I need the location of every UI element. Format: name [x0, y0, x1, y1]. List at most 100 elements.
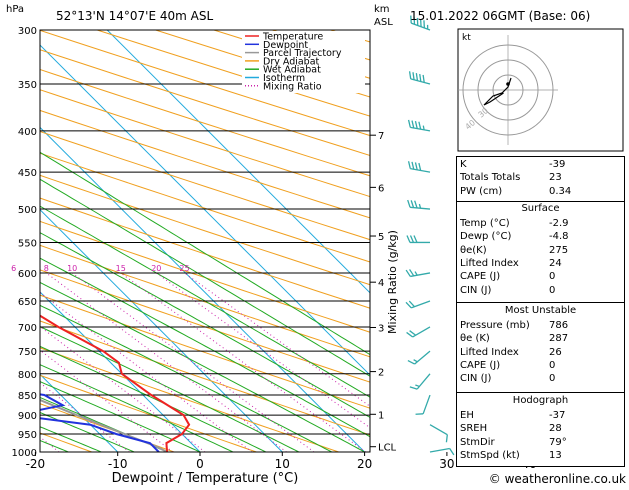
- km-tick-label: LCL: [378, 443, 397, 454]
- pressure-tick-label: 950: [18, 430, 37, 441]
- pressure-tick-label: 750: [18, 347, 37, 358]
- index-value: -37: [549, 410, 565, 421]
- wet-adiabat-line: [0, 30, 496, 452]
- pressure-tick-label: 550: [18, 238, 37, 249]
- x-axis-label: Dewpoint / Temperature (°C): [112, 471, 299, 486]
- index-row: StmSpd (kt) 13: [457, 450, 624, 463]
- wind-barb: [410, 71, 430, 84]
- index-key: StmSpd (kt): [460, 450, 520, 461]
- index-key: Temp (°C): [460, 218, 510, 229]
- pressure-tick-label: 400: [18, 127, 37, 138]
- x-tick-label: 20: [357, 457, 372, 471]
- dry-adiabat-line: [0, 30, 503, 452]
- index-row: EH -37: [457, 410, 624, 423]
- index-row: SREH 28: [457, 423, 624, 436]
- x-tick-label: -20: [26, 457, 46, 471]
- pressure-tick-label: 650: [18, 297, 37, 308]
- pressure-tick-label: 500: [18, 205, 37, 216]
- km-tick-label: 4: [378, 278, 384, 289]
- dry-adiabat-line: [0, 30, 10, 452]
- index-row: K-39: [457, 159, 624, 172]
- wet-adiabat-line: [0, 30, 430, 452]
- wind-barb: [409, 161, 430, 172]
- index-row: θe(K) 275: [457, 245, 624, 258]
- index-key: Lifted Index: [460, 347, 519, 358]
- index-key: CIN (J): [460, 285, 491, 296]
- pressure-tick-label: 850: [18, 391, 37, 402]
- pressure-tick-label: 350: [18, 80, 37, 91]
- km-tick-label: 7: [378, 131, 384, 142]
- km-tick-label: 1: [378, 410, 384, 421]
- index-value: 0: [549, 373, 555, 384]
- index-key: EH: [460, 410, 474, 421]
- hodograph-table-title: Hodograph: [457, 395, 624, 406]
- index-value: 23: [549, 172, 562, 183]
- index-key: SREH: [460, 423, 487, 434]
- index-key: Lifted Index: [460, 258, 519, 269]
- index-value: 0: [549, 360, 555, 371]
- index-value: 24: [549, 258, 562, 269]
- mixing-ratio-line: [14, 273, 252, 452]
- index-key: CAPE (J): [460, 271, 500, 282]
- x-tick-label: 30: [439, 457, 454, 471]
- index-row: Dewp (°C)-4.8: [457, 231, 624, 244]
- wind-barb: [430, 425, 447, 443]
- wind-barbs: [406, 16, 454, 455]
- index-value: 28: [549, 423, 562, 434]
- pressure-tick-label: 450: [18, 168, 37, 179]
- index-row: Pressure (mb) 786: [457, 320, 624, 333]
- wet-adiabat-line: [0, 30, 398, 452]
- wet-adiabat-line: [0, 30, 529, 452]
- index-key: K: [460, 159, 467, 170]
- pressure-tick-label: 900: [18, 411, 37, 422]
- mixing-ratio-label: 10: [67, 264, 77, 273]
- location-title: 52°13'N 14°07'E 40m ASL: [56, 9, 213, 23]
- km-tick-label: 2: [378, 368, 384, 379]
- index-value: 13: [549, 450, 562, 461]
- wind-barb: [409, 120, 430, 131]
- index-key: Pressure (mb): [460, 320, 530, 331]
- index-row: Lifted Index 24: [457, 258, 624, 271]
- index-value: 786: [549, 320, 568, 331]
- p-unit-label: hPa: [6, 4, 24, 15]
- index-row: Temp (°C)-2.9: [457, 218, 624, 231]
- index-value: 275: [549, 245, 568, 256]
- wind-barb: [407, 235, 430, 242]
- index-row: CAPE (J)0: [457, 271, 624, 284]
- wind-barb: [406, 301, 430, 308]
- index-key: Totals Totals: [460, 172, 520, 183]
- pressure-tick-label: 600: [18, 269, 37, 280]
- index-row: CAPE (J)0: [457, 360, 624, 373]
- mixing-ratio-label: 20: [151, 264, 161, 273]
- index-row: PW (cm) 0.34: [457, 186, 624, 199]
- index-value: 26: [549, 347, 562, 358]
- index-value: 287: [549, 333, 568, 344]
- index-value: 0.34: [549, 186, 571, 197]
- index-key: θe (K): [460, 333, 490, 344]
- wind-barb: [430, 449, 454, 455]
- mixing-ratio-label: 15: [116, 264, 126, 273]
- pressure-tick-label: 700: [18, 323, 37, 334]
- mixing-ratio-label: 6: [11, 264, 16, 273]
- storm-motion-marker: [506, 82, 510, 86]
- pressure-tick-label: 300: [18, 26, 37, 37]
- asl-unit-label: ASL: [374, 17, 393, 28]
- wind-barb: [410, 374, 430, 389]
- index-row: θe (K) 287: [457, 333, 624, 346]
- wet-adiabat-line: [0, 30, 299, 452]
- km-tick-label: 5: [378, 232, 384, 243]
- index-key: PW (cm): [460, 186, 502, 197]
- wind-barb: [408, 200, 430, 209]
- km-tick-label: 3: [378, 323, 384, 334]
- index-key: Dewp (°C): [460, 231, 511, 242]
- km-unit-label: km: [374, 4, 390, 15]
- wind-barb: [416, 395, 430, 414]
- index-value: 79°: [549, 437, 567, 448]
- index-row: CIN (J)0: [457, 373, 624, 386]
- index-row: Lifted Index 26: [457, 347, 624, 360]
- dry-adiabat-line: [0, 30, 256, 452]
- index-key: θe(K): [460, 245, 487, 256]
- index-row: CIN (J)0: [457, 285, 624, 298]
